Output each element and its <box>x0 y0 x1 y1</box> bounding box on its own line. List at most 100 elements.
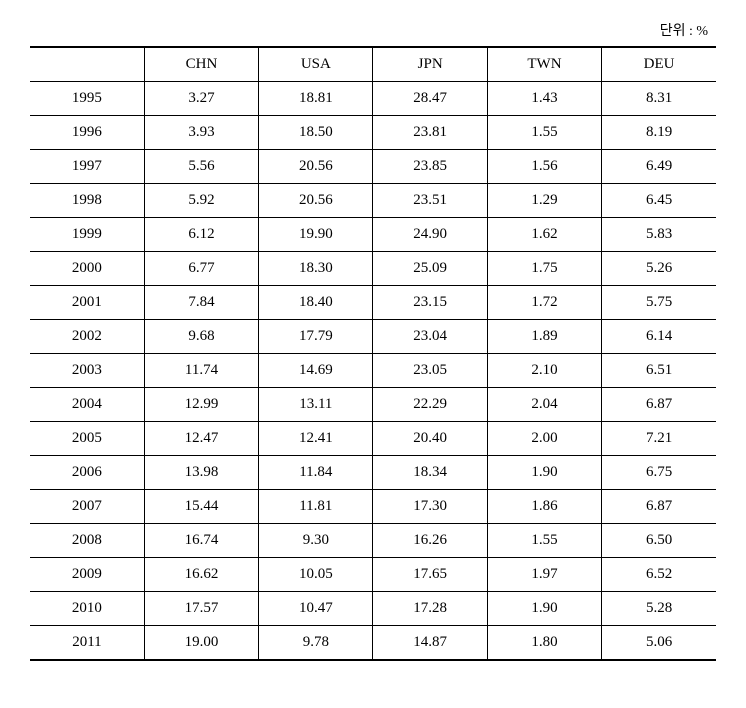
cell-value: 1.89 <box>487 320 601 354</box>
cell-value: 2.10 <box>487 354 601 388</box>
cell-value: 22.29 <box>373 388 487 422</box>
cell-value: 17.65 <box>373 558 487 592</box>
cell-value: 19.90 <box>259 218 373 252</box>
cell-value: 6.87 <box>602 490 716 524</box>
table-body: 19953.2718.8128.471.438.3119963.9318.502… <box>30 82 716 661</box>
cell-value: 9.78 <box>259 626 373 661</box>
cell-value: 20.40 <box>373 422 487 456</box>
cell-value: 6.87 <box>602 388 716 422</box>
cell-value: 6.14 <box>602 320 716 354</box>
cell-value: 1.75 <box>487 252 601 286</box>
cell-value: 17.57 <box>144 592 258 626</box>
table-row: 19975.5620.5623.851.566.49 <box>30 150 716 184</box>
cell-value: 14.69 <box>259 354 373 388</box>
cell-value: 1.62 <box>487 218 601 252</box>
cell-value: 23.51 <box>373 184 487 218</box>
cell-value: 1.55 <box>487 116 601 150</box>
cell-value: 19.00 <box>144 626 258 661</box>
table-row: 20006.7718.3025.091.755.26 <box>30 252 716 286</box>
cell-value: 10.47 <box>259 592 373 626</box>
cell-value: 1.80 <box>487 626 601 661</box>
cell-value: 1.90 <box>487 456 601 490</box>
col-jpn: JPN <box>373 47 487 82</box>
table-row: 19963.9318.5023.811.558.19 <box>30 116 716 150</box>
cell-year: 2002 <box>30 320 144 354</box>
table-row: 200613.9811.8418.341.906.75 <box>30 456 716 490</box>
cell-value: 9.68 <box>144 320 258 354</box>
table-row: 201119.009.7814.871.805.06 <box>30 626 716 661</box>
cell-value: 1.43 <box>487 82 601 116</box>
cell-value: 6.77 <box>144 252 258 286</box>
cell-value: 5.28 <box>602 592 716 626</box>
cell-year: 1995 <box>30 82 144 116</box>
cell-value: 23.81 <box>373 116 487 150</box>
table-row: 200715.4411.8117.301.866.87 <box>30 490 716 524</box>
cell-value: 17.79 <box>259 320 373 354</box>
cell-value: 5.26 <box>602 252 716 286</box>
cell-value: 6.50 <box>602 524 716 558</box>
cell-value: 6.12 <box>144 218 258 252</box>
table-row: 200512.4712.4120.402.007.21 <box>30 422 716 456</box>
cell-year: 1997 <box>30 150 144 184</box>
cell-value: 6.49 <box>602 150 716 184</box>
cell-year: 1996 <box>30 116 144 150</box>
cell-year: 2000 <box>30 252 144 286</box>
cell-value: 20.56 <box>259 184 373 218</box>
cell-value: 15.44 <box>144 490 258 524</box>
cell-value: 6.75 <box>602 456 716 490</box>
cell-value: 12.47 <box>144 422 258 456</box>
col-year <box>30 47 144 82</box>
cell-value: 16.26 <box>373 524 487 558</box>
cell-value: 14.87 <box>373 626 487 661</box>
cell-value: 2.00 <box>487 422 601 456</box>
cell-year: 2008 <box>30 524 144 558</box>
col-twn: TWN <box>487 47 601 82</box>
cell-value: 1.72 <box>487 286 601 320</box>
cell-value: 20.56 <box>259 150 373 184</box>
cell-value: 5.06 <box>602 626 716 661</box>
cell-value: 25.09 <box>373 252 487 286</box>
table-row: 200412.9913.1122.292.046.87 <box>30 388 716 422</box>
table-row: 19953.2718.8128.471.438.31 <box>30 82 716 116</box>
cell-value: 11.81 <box>259 490 373 524</box>
cell-value: 18.81 <box>259 82 373 116</box>
cell-value: 23.85 <box>373 150 487 184</box>
cell-value: 8.19 <box>602 116 716 150</box>
cell-value: 23.05 <box>373 354 487 388</box>
table-row: 201017.5710.4717.281.905.28 <box>30 592 716 626</box>
cell-year: 2011 <box>30 626 144 661</box>
cell-value: 23.15 <box>373 286 487 320</box>
cell-value: 16.74 <box>144 524 258 558</box>
cell-year: 2003 <box>30 354 144 388</box>
table-row: 200916.6210.0517.651.976.52 <box>30 558 716 592</box>
cell-value: 1.97 <box>487 558 601 592</box>
cell-value: 17.30 <box>373 490 487 524</box>
cell-value: 1.86 <box>487 490 601 524</box>
cell-value: 7.84 <box>144 286 258 320</box>
cell-value: 3.93 <box>144 116 258 150</box>
cell-value: 12.99 <box>144 388 258 422</box>
cell-year: 2001 <box>30 286 144 320</box>
cell-value: 5.92 <box>144 184 258 218</box>
cell-value: 12.41 <box>259 422 373 456</box>
cell-value: 3.27 <box>144 82 258 116</box>
cell-value: 5.56 <box>144 150 258 184</box>
cell-value: 6.45 <box>602 184 716 218</box>
cell-value: 18.40 <box>259 286 373 320</box>
unit-label: 단위 : % <box>30 20 716 40</box>
cell-value: 18.30 <box>259 252 373 286</box>
cell-value: 1.55 <box>487 524 601 558</box>
cell-value: 23.04 <box>373 320 487 354</box>
cell-value: 5.83 <box>602 218 716 252</box>
table-row: 19985.9220.5623.511.296.45 <box>30 184 716 218</box>
cell-value: 18.34 <box>373 456 487 490</box>
cell-value: 11.74 <box>144 354 258 388</box>
cell-value: 11.84 <box>259 456 373 490</box>
cell-year: 2004 <box>30 388 144 422</box>
cell-year: 2006 <box>30 456 144 490</box>
table-row: 20017.8418.4023.151.725.75 <box>30 286 716 320</box>
cell-year: 2010 <box>30 592 144 626</box>
cell-value: 7.21 <box>602 422 716 456</box>
cell-value: 5.75 <box>602 286 716 320</box>
cell-value: 24.90 <box>373 218 487 252</box>
